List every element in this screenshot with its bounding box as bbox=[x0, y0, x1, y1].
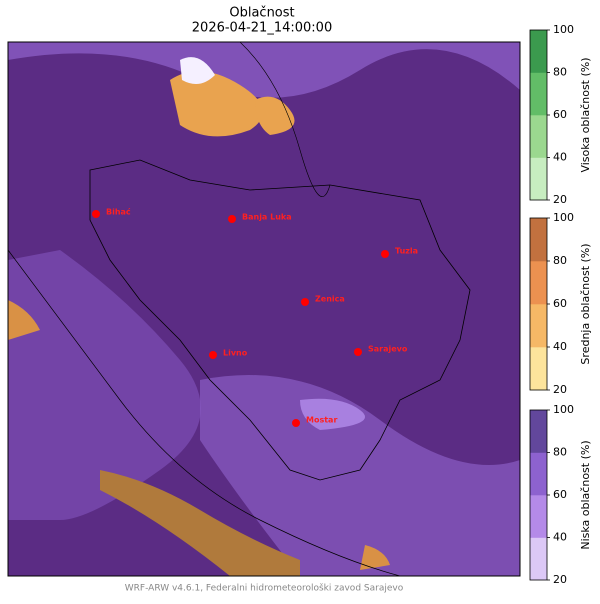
colorbar-segment bbox=[530, 452, 547, 496]
city-label: Mostar bbox=[306, 416, 337, 425]
colorbar-tick-label: 80 bbox=[553, 254, 567, 267]
colorbar-tick-label: 40 bbox=[553, 531, 567, 544]
cloud-area bbox=[8, 250, 201, 520]
colorbar-label: Niska oblačnost (%) bbox=[579, 440, 592, 549]
colorbar-segment bbox=[530, 261, 547, 305]
high-cloud bbox=[180, 57, 215, 84]
colorbar-tick-label: 40 bbox=[553, 340, 567, 353]
city-marker bbox=[92, 210, 100, 218]
colorbar-tick-label: 20 bbox=[553, 193, 567, 206]
colorbar-tick-label: 80 bbox=[553, 66, 567, 79]
city-label: Zenica bbox=[315, 295, 345, 304]
colorbar-segment bbox=[530, 115, 547, 158]
colorbar-tick-label: 100 bbox=[553, 23, 574, 36]
cloud-area bbox=[300, 398, 365, 430]
subtitle: 2026-04-21_14:00:00 bbox=[192, 21, 332, 36]
colorbar-segment bbox=[530, 218, 547, 262]
city-marker bbox=[209, 351, 217, 359]
colorbar-segment bbox=[530, 410, 547, 453]
colorbar-label: Srednja oblačnost (%) bbox=[579, 243, 592, 364]
colorbar-segment bbox=[530, 157, 547, 201]
coastline bbox=[8, 249, 401, 576]
country-border bbox=[89, 159, 471, 481]
footer: WRF-ARW v4.6.1, Federalni hidrometeorolo… bbox=[125, 583, 404, 594]
map-frame bbox=[7, 41, 521, 577]
colorbar-label: Visoka oblačnost (%) bbox=[579, 57, 592, 172]
city-label: Livno bbox=[223, 349, 248, 358]
colorbar-segment bbox=[530, 304, 547, 348]
city-marker bbox=[292, 419, 300, 427]
colorbar-tick-label: 60 bbox=[553, 488, 567, 501]
mid-cloud bbox=[255, 96, 295, 135]
country-border bbox=[239, 42, 331, 197]
colorbar-segment bbox=[530, 347, 547, 391]
city-marker bbox=[301, 298, 309, 306]
mid-cloud bbox=[8, 300, 40, 340]
colorbar-tick-label: 80 bbox=[553, 446, 567, 459]
colorbar-segment bbox=[530, 72, 547, 116]
city-label: Bihać bbox=[106, 207, 131, 217]
city-label: Sarajevo bbox=[368, 345, 408, 354]
mid-cloud bbox=[360, 545, 390, 570]
city-label: Banja Luka bbox=[242, 213, 292, 222]
colorbar-segment bbox=[530, 537, 547, 581]
city-label: Tuzla bbox=[395, 247, 418, 256]
colorbar-segment bbox=[530, 495, 547, 538]
map: Bihać Banja Luka Tuzla Zenica Livno Sara… bbox=[7, 41, 521, 577]
colorbar-tick-label: 100 bbox=[553, 403, 574, 416]
colorbar-tick-label: 20 bbox=[553, 573, 567, 586]
city-marker bbox=[354, 348, 362, 356]
city-marker bbox=[381, 250, 389, 258]
mid-cloud bbox=[100, 470, 300, 576]
colorbar-tick-label: 60 bbox=[553, 108, 567, 121]
cloud-area bbox=[200, 375, 520, 576]
colorbar-tick-label: 60 bbox=[553, 297, 567, 310]
colorbar-tick-label: 40 bbox=[553, 151, 567, 164]
colorbar-segment bbox=[530, 30, 547, 73]
city-marker bbox=[228, 215, 236, 223]
colorbar-tick-label: 100 bbox=[553, 211, 574, 224]
mid-cloud bbox=[170, 71, 263, 137]
colorbar-tick-label: 20 bbox=[553, 383, 567, 396]
title: Oblačnost bbox=[229, 6, 294, 21]
